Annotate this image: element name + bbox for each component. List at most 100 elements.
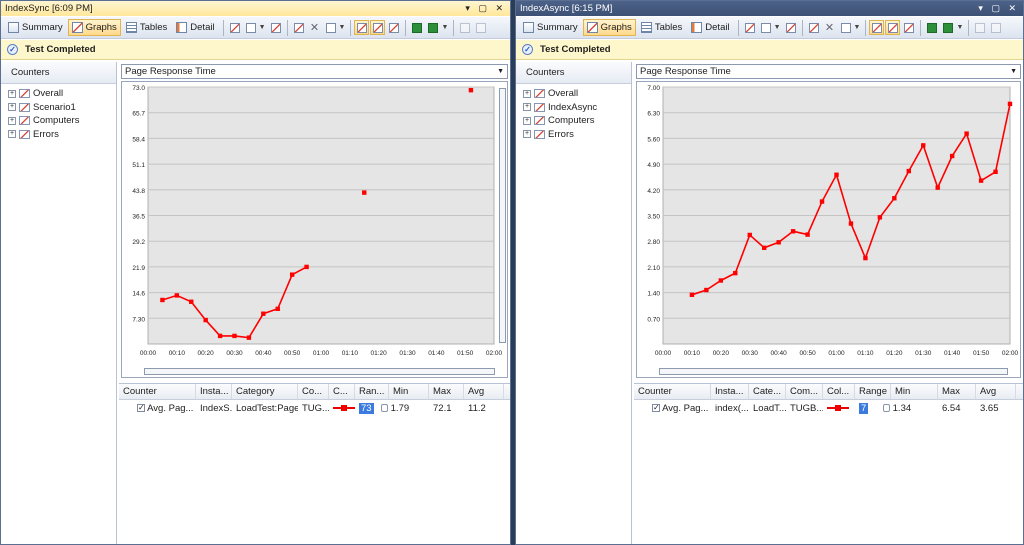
export-excel-button[interactable] xyxy=(409,20,424,35)
chevron-down-icon[interactable]: ▼ xyxy=(853,24,861,31)
layout-button[interactable] xyxy=(243,20,258,35)
legend-col-category[interactable]: Category xyxy=(232,384,298,399)
tree-item[interactable]: + IndexAsync xyxy=(523,101,598,113)
y-tick-label: 7.00 xyxy=(647,85,660,92)
graphs-button[interactable]: Graphs xyxy=(582,19,636,36)
expand-icon[interactable]: + xyxy=(523,89,531,98)
expand-icon[interactable]: + xyxy=(8,103,16,112)
show-counter-checkbox[interactable]: ✓ xyxy=(137,403,145,413)
horizontal-zoom-scrollbar[interactable] xyxy=(659,368,1008,375)
summary-button[interactable]: Summary xyxy=(519,19,582,36)
graph-select[interactable]: Page Response Time ▼ xyxy=(121,64,508,79)
graphs-button[interactable]: Graphs xyxy=(67,19,121,36)
window-controls[interactable]: ▾ ▢ ✕ xyxy=(465,3,506,13)
counter-graph-icon xyxy=(19,129,30,139)
graph-options-button[interactable] xyxy=(742,20,757,35)
legend-col-instance[interactable]: Insta... xyxy=(196,384,232,399)
x-tick-label: 01:50 xyxy=(973,350,990,357)
tables-button[interactable]: Tables xyxy=(122,19,171,36)
legend-col-computer[interactable]: Com... xyxy=(786,384,823,399)
summary-button[interactable]: Summary xyxy=(4,19,67,36)
legend-row[interactable]: ✓ Avg. Pag... IndexS... LoadTest:Page TU… xyxy=(119,401,510,416)
legend-col-color[interactable]: C... xyxy=(329,384,355,399)
chevron-down-icon[interactable]: ▼ xyxy=(338,24,346,31)
window-controls[interactable]: ▾ ▢ ✕ xyxy=(978,3,1019,13)
legend-col-min[interactable]: Min xyxy=(891,384,938,399)
show-legend-button[interactable] xyxy=(354,20,370,35)
expand-icon[interactable]: + xyxy=(8,130,16,139)
chevron-down-icon[interactable]: ▼ xyxy=(773,24,781,31)
legend-col-avg[interactable]: Avg xyxy=(976,384,1016,399)
legend-col-max[interactable]: Max xyxy=(429,384,464,399)
legend-col-min[interactable]: Min xyxy=(389,384,429,399)
delete-button[interactable]: ✕ xyxy=(822,20,837,35)
pane-titlebar[interactable]: IndexAsync [6:15 PM] ▾ ▢ ✕ xyxy=(516,1,1023,16)
legend-range[interactable]: 73 xyxy=(359,403,374,414)
add-counter-button[interactable] xyxy=(806,20,821,35)
legend-col-range[interactable]: Range xyxy=(855,384,891,399)
tree-item[interactable]: + Overall xyxy=(8,88,64,100)
legend-col-counter[interactable]: Counter xyxy=(119,384,196,399)
tree-item[interactable]: + Computers xyxy=(8,115,80,127)
chevron-down-icon[interactable]: ▼ xyxy=(258,24,266,31)
detail-button[interactable]: Detail xyxy=(172,19,218,36)
legend-col-computer[interactable]: Co... xyxy=(298,384,329,399)
add-counter-button[interactable] xyxy=(291,20,306,35)
chevron-down-icon[interactable]: ▼ xyxy=(956,24,964,31)
horizontal-zoom-scrollbar[interactable] xyxy=(144,368,495,375)
legend-col-counter[interactable]: Counter xyxy=(634,384,711,399)
vertical-zoom-scrollbar[interactable] xyxy=(499,88,506,343)
pane-titlebar[interactable]: IndexSync [6:09 PM] ▾ ▢ ✕ xyxy=(1,1,510,16)
legend-min: 1.34 xyxy=(892,403,912,414)
copy-button[interactable] xyxy=(457,20,472,35)
import-button[interactable] xyxy=(425,20,440,35)
show-legend-button[interactable] xyxy=(869,20,885,35)
layout-button[interactable] xyxy=(758,20,773,35)
expand-icon[interactable]: + xyxy=(523,130,531,139)
properties-button[interactable] xyxy=(838,20,853,35)
legend-col-max[interactable]: Max xyxy=(938,384,976,399)
legend-range[interactable]: 7 xyxy=(859,403,869,414)
expand-icon[interactable]: + xyxy=(523,103,531,112)
legend-col-color[interactable]: Col... xyxy=(823,384,855,399)
highlight-button[interactable] xyxy=(386,20,401,35)
legend-col-range[interactable]: Ran... xyxy=(355,384,389,399)
refresh-button[interactable] xyxy=(268,20,283,35)
tree-item[interactable]: + Scenario1 xyxy=(8,101,76,113)
expand-icon[interactable]: + xyxy=(8,89,16,98)
show-counter-checkbox[interactable]: ✓ xyxy=(652,403,660,413)
legend-col-category[interactable]: Cate... xyxy=(749,384,786,399)
graph-select[interactable]: Page Response Time ▼ xyxy=(636,64,1021,79)
highlight-button[interactable] xyxy=(901,20,916,35)
data-point xyxy=(468,87,474,93)
paste-button[interactable] xyxy=(988,20,1003,35)
paste-button[interactable] xyxy=(473,20,488,35)
graph-options-button[interactable] xyxy=(227,20,242,35)
legend-color-swatch[interactable] xyxy=(329,401,355,416)
tree-item[interactable]: + Overall xyxy=(523,88,579,100)
tables-button[interactable]: Tables xyxy=(637,19,686,36)
delete-button[interactable]: ✕ xyxy=(307,20,322,35)
import-button[interactable] xyxy=(940,20,955,35)
counter-graph-icon xyxy=(19,102,30,112)
legend-row[interactable]: ✓ Avg. Pag... index(... LoadT... TUGB...… xyxy=(634,401,1023,416)
detail-icon xyxy=(176,22,188,33)
tree-item[interactable]: + Errors xyxy=(8,128,59,140)
expand-icon[interactable]: + xyxy=(8,116,16,125)
legend-color-swatch[interactable] xyxy=(823,401,855,416)
expand-icon[interactable]: + xyxy=(523,116,531,125)
detail-button[interactable]: Detail xyxy=(687,19,733,36)
legend-col-avg[interactable]: Avg xyxy=(464,384,504,399)
properties-button[interactable] xyxy=(323,20,338,35)
export-excel-button[interactable] xyxy=(924,20,939,35)
show-plot-points-button[interactable] xyxy=(370,20,386,35)
chevron-down-icon[interactable]: ▼ xyxy=(441,24,449,31)
legend-col-instance[interactable]: Insta... xyxy=(711,384,749,399)
show-plot-points-button[interactable] xyxy=(885,20,901,35)
refresh-button[interactable] xyxy=(783,20,798,35)
counter-graph-icon xyxy=(534,116,545,126)
data-point xyxy=(762,245,767,251)
tree-item[interactable]: + Errors xyxy=(523,128,574,140)
copy-button[interactable] xyxy=(972,20,987,35)
tree-item[interactable]: + Computers xyxy=(523,115,595,127)
